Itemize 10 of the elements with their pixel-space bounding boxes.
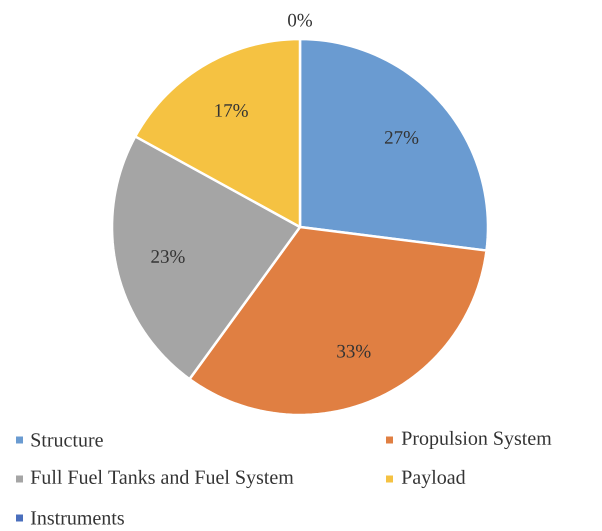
legend-label: Instruments xyxy=(30,511,124,525)
legend-label: Payload xyxy=(402,470,466,488)
legend-label: Full Fuel Tanks and Fuel System xyxy=(30,470,294,488)
data-label: 27% xyxy=(384,131,418,144)
legend-label: Propulsion System xyxy=(402,430,552,450)
text: 0% xyxy=(288,14,312,27)
data-label: 17% xyxy=(215,104,248,117)
data-label: 23% xyxy=(151,250,185,263)
legend-label: Structure xyxy=(32,433,103,447)
data-label: 33% xyxy=(337,344,371,358)
